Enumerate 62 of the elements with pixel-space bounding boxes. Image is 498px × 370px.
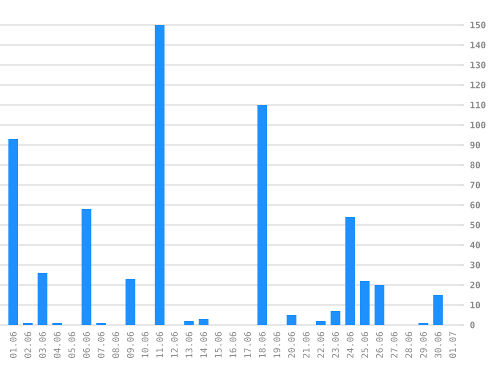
bar <box>38 273 48 325</box>
y-tick-label: 150 <box>470 22 486 28</box>
x-tick-label: 13.06 <box>186 332 192 358</box>
x-tick-label: 24.06 <box>346 332 354 358</box>
bar <box>286 315 296 325</box>
x-tick-label: 15.06 <box>214 332 222 358</box>
bar <box>184 321 194 325</box>
y-tick-label: 70 <box>470 182 480 188</box>
y-tick-label: 100 <box>470 122 486 128</box>
y-tick-label: 130 <box>470 62 486 68</box>
y-tick-label: 0 <box>470 322 475 328</box>
x-tick-label: 20.06 <box>288 332 295 358</box>
y-tick-label: 20 <box>470 282 480 288</box>
x-tick-label: 06.06 <box>83 332 90 358</box>
x-tick-label: 10.06 <box>142 332 148 358</box>
y-tick-label: 40 <box>470 242 480 248</box>
bar <box>257 105 268 325</box>
y-tick-label: 50 <box>470 222 480 228</box>
x-tick-label: 28.06 <box>405 332 412 358</box>
x-tick-label: 26.06 <box>376 332 383 358</box>
x-tick-label: 21.06 <box>302 332 310 358</box>
y-tick-label: 80 <box>470 162 480 168</box>
y-tick-label: 110 <box>470 102 486 108</box>
x-tick-label: 25.06 <box>361 332 368 358</box>
bar <box>126 279 136 325</box>
y-tick-label: 140 <box>470 42 486 48</box>
bar <box>374 285 384 325</box>
y-tick-label: 60 <box>470 202 480 208</box>
bar <box>360 281 370 325</box>
x-tick-label: 23.06 <box>332 332 339 358</box>
x-tick-label: 30.06 <box>434 332 442 358</box>
x-tick-label: 09.06 <box>126 332 134 358</box>
y-tick-label: 90 <box>470 142 480 148</box>
x-tick-label: 08.06 <box>112 332 120 358</box>
y-tick-label: 10 <box>470 302 480 308</box>
x-tick-label: 05.06 <box>68 332 76 358</box>
x-tick-label: 14.06 <box>200 332 208 358</box>
x-tick-label: 18.06 <box>258 332 266 358</box>
bar <box>198 319 208 325</box>
x-tick-label: 16.06 <box>230 332 236 358</box>
x-tick-label: 07.06 <box>98 332 104 358</box>
bar <box>82 209 92 325</box>
x-tick-label: 27.06 <box>390 332 398 358</box>
bar <box>345 217 355 325</box>
x-tick-label: 01.06 <box>10 332 17 358</box>
x-tick-label: 11.06 <box>156 332 164 358</box>
bar <box>316 321 326 325</box>
x-tick-label: 02.06 <box>24 332 32 358</box>
x-tick-label: 12.06 <box>170 332 178 358</box>
y-tick-label: 120 <box>470 82 486 88</box>
bar <box>330 311 340 325</box>
x-tick-label: 22.06 <box>317 332 324 358</box>
bar <box>8 139 18 325</box>
bar <box>433 295 443 325</box>
x-tick-label: 29.06 <box>420 332 427 358</box>
x-tick-label: 19.06 <box>273 332 280 358</box>
bar <box>154 24 165 325</box>
x-tick-label: 04.06 <box>54 332 61 358</box>
x-tick-label: 03.06 <box>39 332 46 358</box>
y-tick-label: 30 <box>470 262 480 268</box>
x-tick-label: 17.06 <box>244 332 251 358</box>
x-tick-label: 01.07 <box>449 332 456 358</box>
